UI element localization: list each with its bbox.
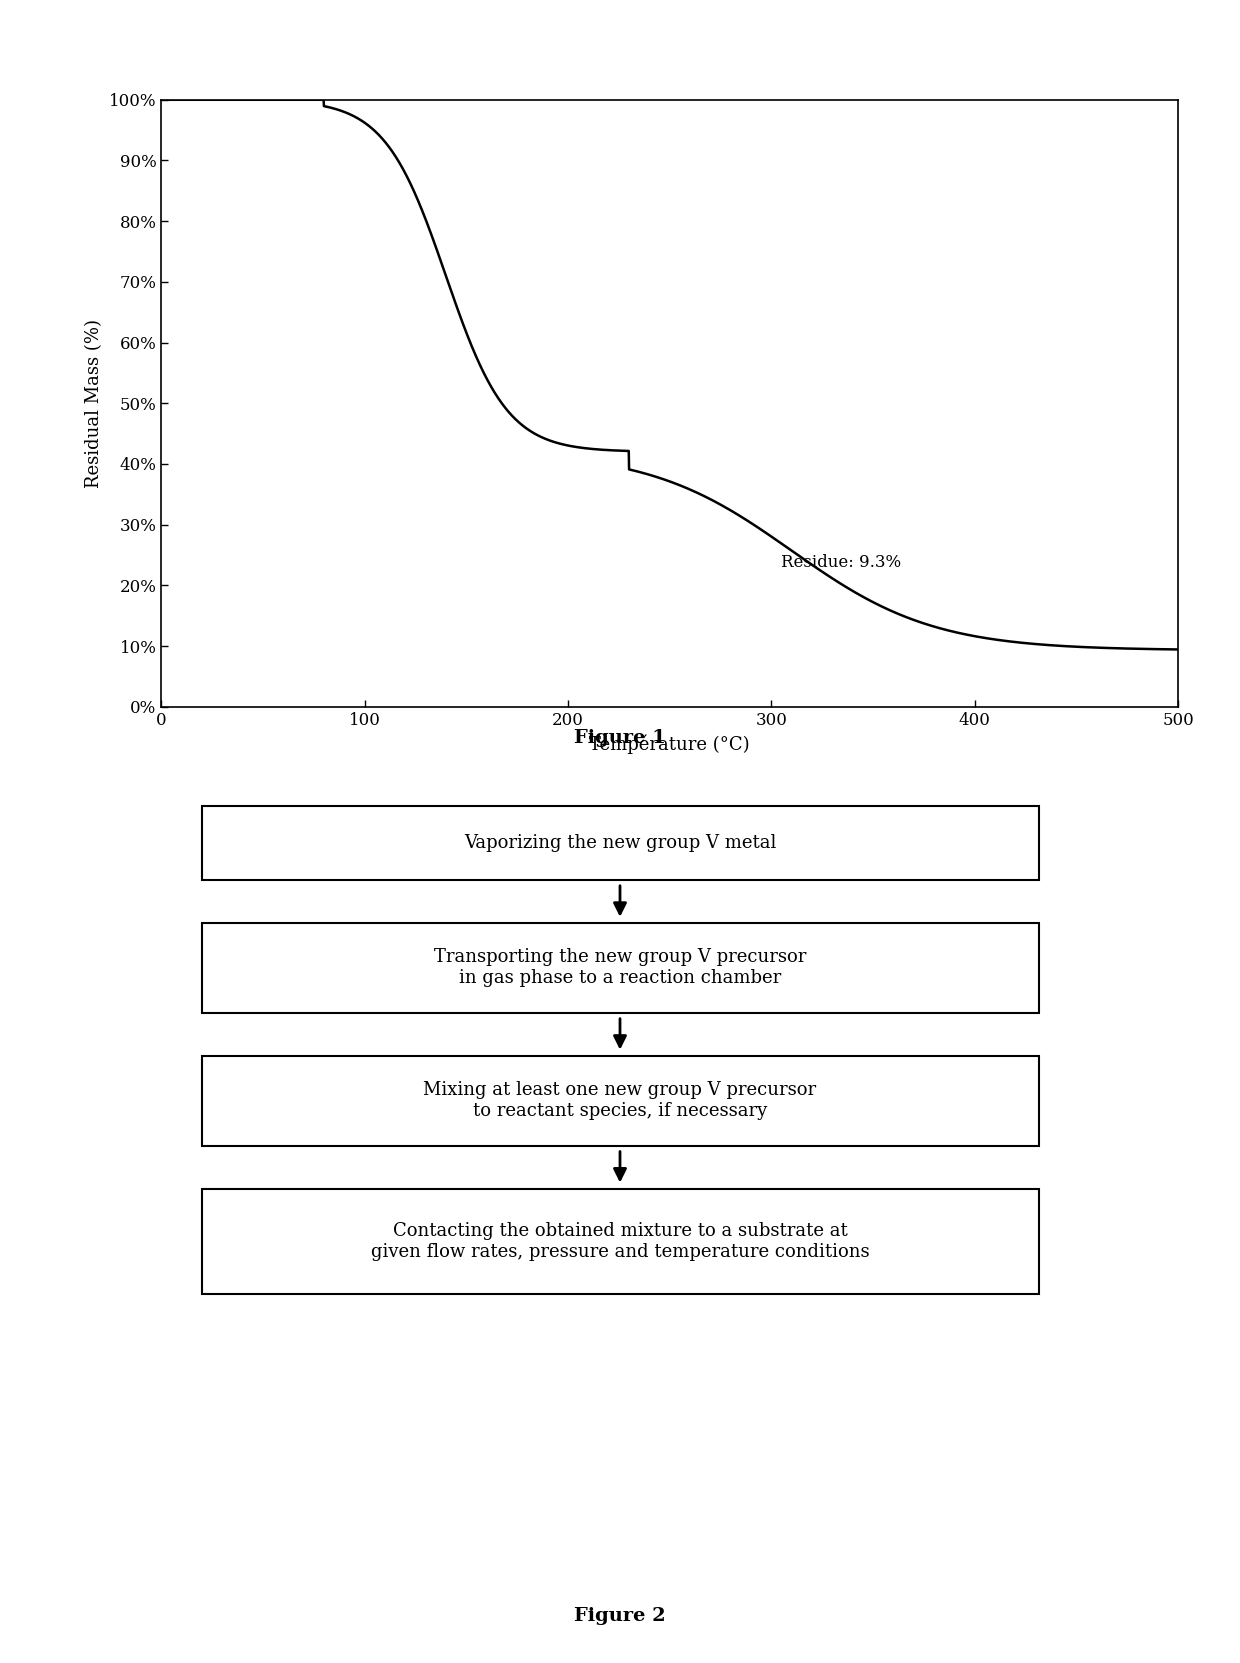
- Text: Mixing at least one new group V precursor
to reactant species, if necessary: Mixing at least one new group V precurso…: [423, 1081, 817, 1119]
- FancyBboxPatch shape: [201, 1189, 1039, 1294]
- X-axis label: Température (°C): Température (°C): [589, 733, 750, 753]
- Text: Figure 1: Figure 1: [574, 730, 666, 747]
- Text: Residue: 9.3%: Residue: 9.3%: [781, 554, 901, 570]
- Text: Vaporizing the new group V metal: Vaporizing the new group V metal: [464, 833, 776, 851]
- Y-axis label: Residual Mass (%): Residual Mass (%): [86, 319, 103, 487]
- Text: Transporting the new group V precursor
in gas phase to a reaction chamber: Transporting the new group V precursor i…: [434, 948, 806, 988]
- FancyBboxPatch shape: [201, 923, 1039, 1013]
- FancyBboxPatch shape: [201, 1056, 1039, 1146]
- Text: Figure 2: Figure 2: [574, 1608, 666, 1625]
- Text: Contacting the obtained mixture to a substrate at
given flow rates, pressure and: Contacting the obtained mixture to a sub…: [371, 1222, 869, 1261]
- FancyBboxPatch shape: [201, 805, 1039, 880]
